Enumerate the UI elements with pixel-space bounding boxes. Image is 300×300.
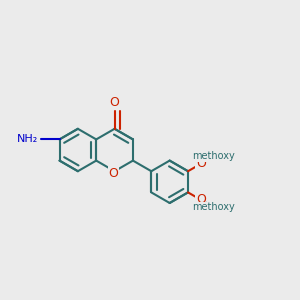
Text: O: O bbox=[196, 157, 206, 170]
Text: O: O bbox=[110, 96, 119, 109]
Text: O: O bbox=[108, 167, 118, 180]
Text: O: O bbox=[196, 193, 206, 206]
Text: methoxy: methoxy bbox=[192, 202, 235, 212]
Text: methoxy: methoxy bbox=[192, 152, 235, 161]
Text: NH₂: NH₂ bbox=[17, 134, 38, 144]
